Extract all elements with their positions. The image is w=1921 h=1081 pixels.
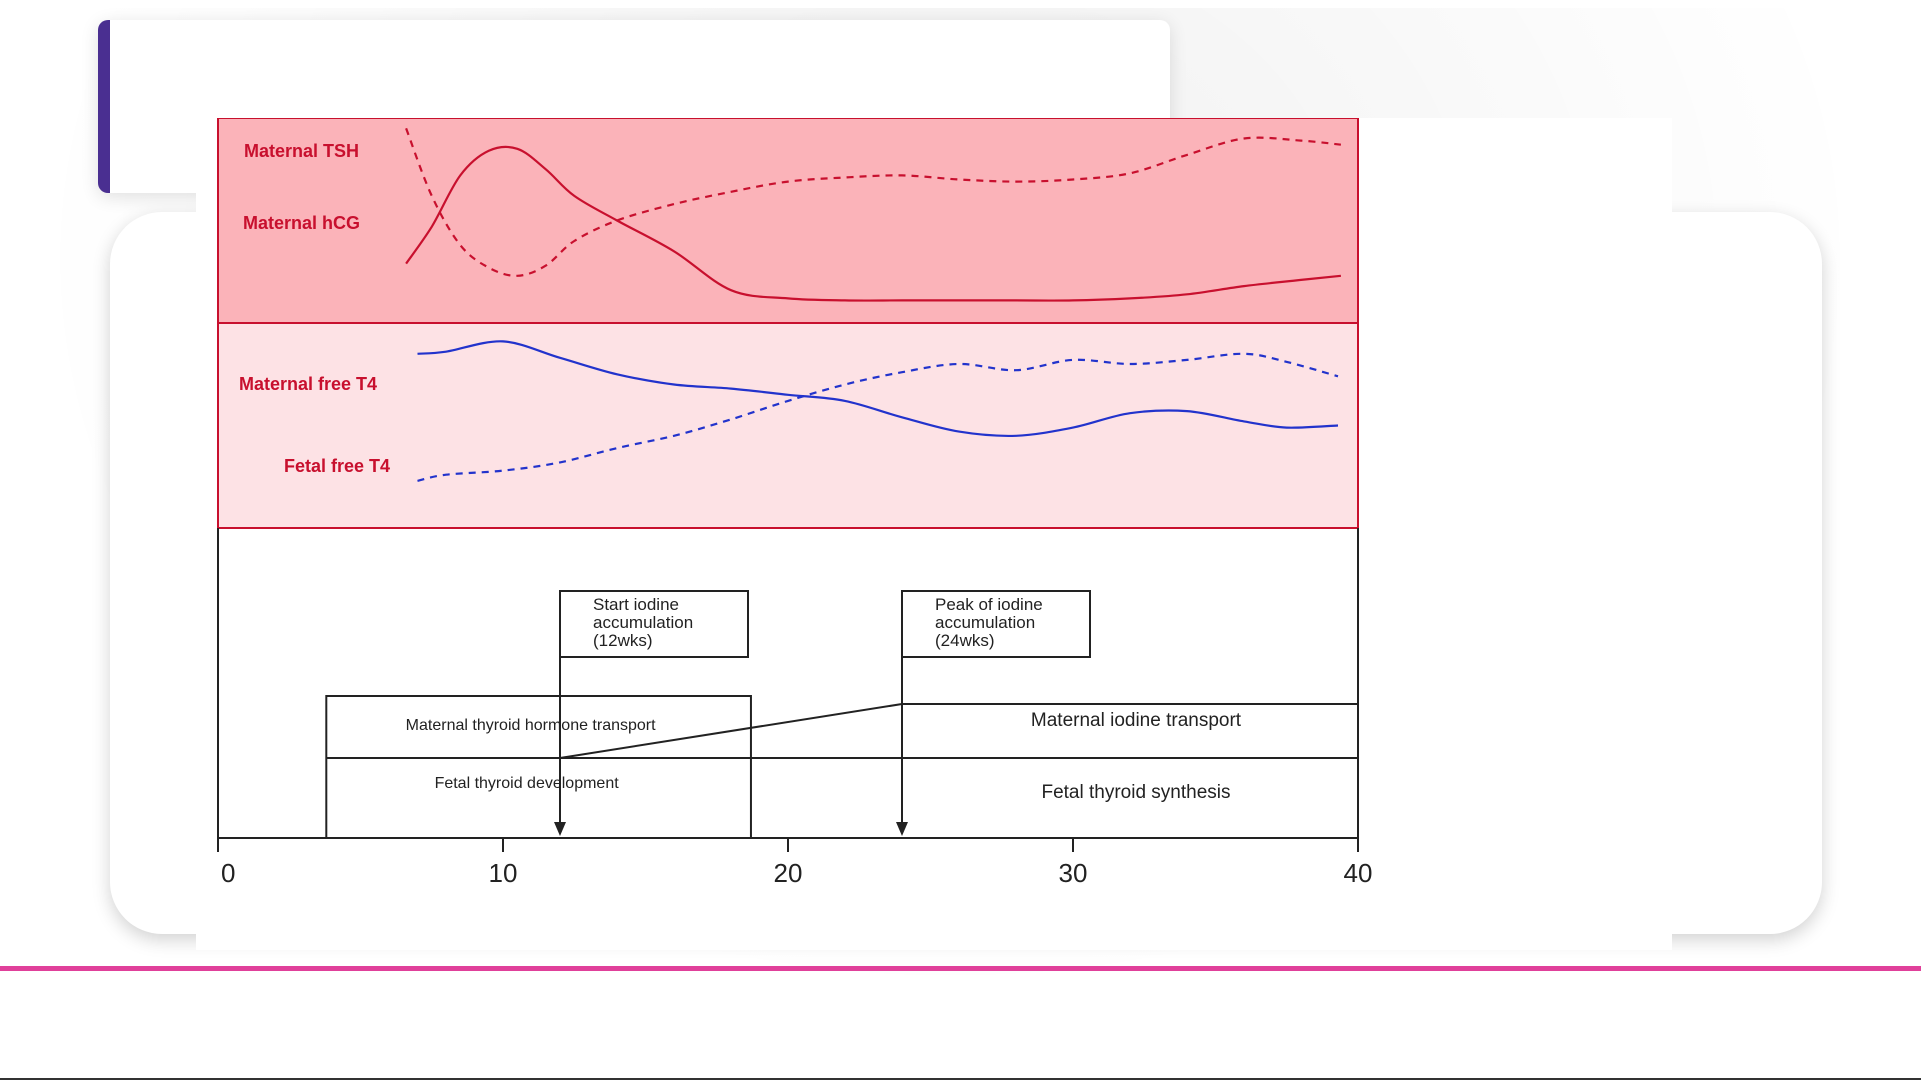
accent-divider <box>0 966 1921 971</box>
label-maternal-thyroid-hormone-transport: Maternal thyroid hormone transport <box>406 717 656 734</box>
label-fetal-thyroid-synthesis: Fetal thyroid synthesis <box>1041 782 1230 803</box>
callout-text-12wks-line-1: Start iodine <box>593 595 679 614</box>
x-tick-label-30: 30 <box>1059 858 1088 888</box>
callout-box-24wks <box>901 590 1091 658</box>
chart-svg: Maternal TSH Maternal hCG Maternal free … <box>217 118 1373 888</box>
callout-text-24wks-line-1: Peak of iodine <box>935 595 1043 614</box>
transition-line <box>559 703 903 759</box>
callout-text-24wks-line-3: (24wks) <box>935 631 995 650</box>
label-fetal-thyroid-development: Fetal thyroid development <box>435 775 620 792</box>
legend-fetal-free-t4: Fetal free T4 <box>284 456 390 476</box>
panel-top <box>217 118 1359 324</box>
callout-text-12wks-line-2: accumulation <box>593 613 693 632</box>
callout-text-12wks-line-3: (12wks) <box>593 631 653 650</box>
bottom-rule <box>0 1078 1921 1080</box>
x-tick-label-10: 10 <box>489 858 518 888</box>
thyroid-pregnancy-figure: Maternal TSH Maternal hCG Maternal free … <box>196 118 1672 950</box>
callout-box-12wks <box>559 590 749 658</box>
x-axis-ticks: 0 10 20 30 40 <box>217 838 1373 888</box>
legend-maternal-tsh: Maternal TSH <box>244 141 359 161</box>
label-maternal-iodine-transport: Maternal iodine transport <box>1031 710 1242 731</box>
x-tick-label-40: 40 <box>1344 858 1373 888</box>
legend-maternal-free-t4: Maternal free T4 <box>239 374 377 394</box>
callout-arrowhead-12wks <box>554 822 566 836</box>
x-tick-label-20: 20 <box>774 858 803 888</box>
callout-arrowhead-24wks <box>896 822 908 836</box>
series-fetal-free-t4 <box>417 352 1339 482</box>
series-maternal-hcg <box>405 145 1342 302</box>
panel-middle <box>217 322 1359 529</box>
x-tick-label-0: 0 <box>221 858 235 888</box>
series-maternal-free-t4 <box>417 340 1339 438</box>
callout-text-24wks-line-2: accumulation <box>935 613 1035 632</box>
series-maternal-tsh <box>405 127 1342 277</box>
legend-maternal-hcg: Maternal hCG <box>243 213 360 233</box>
